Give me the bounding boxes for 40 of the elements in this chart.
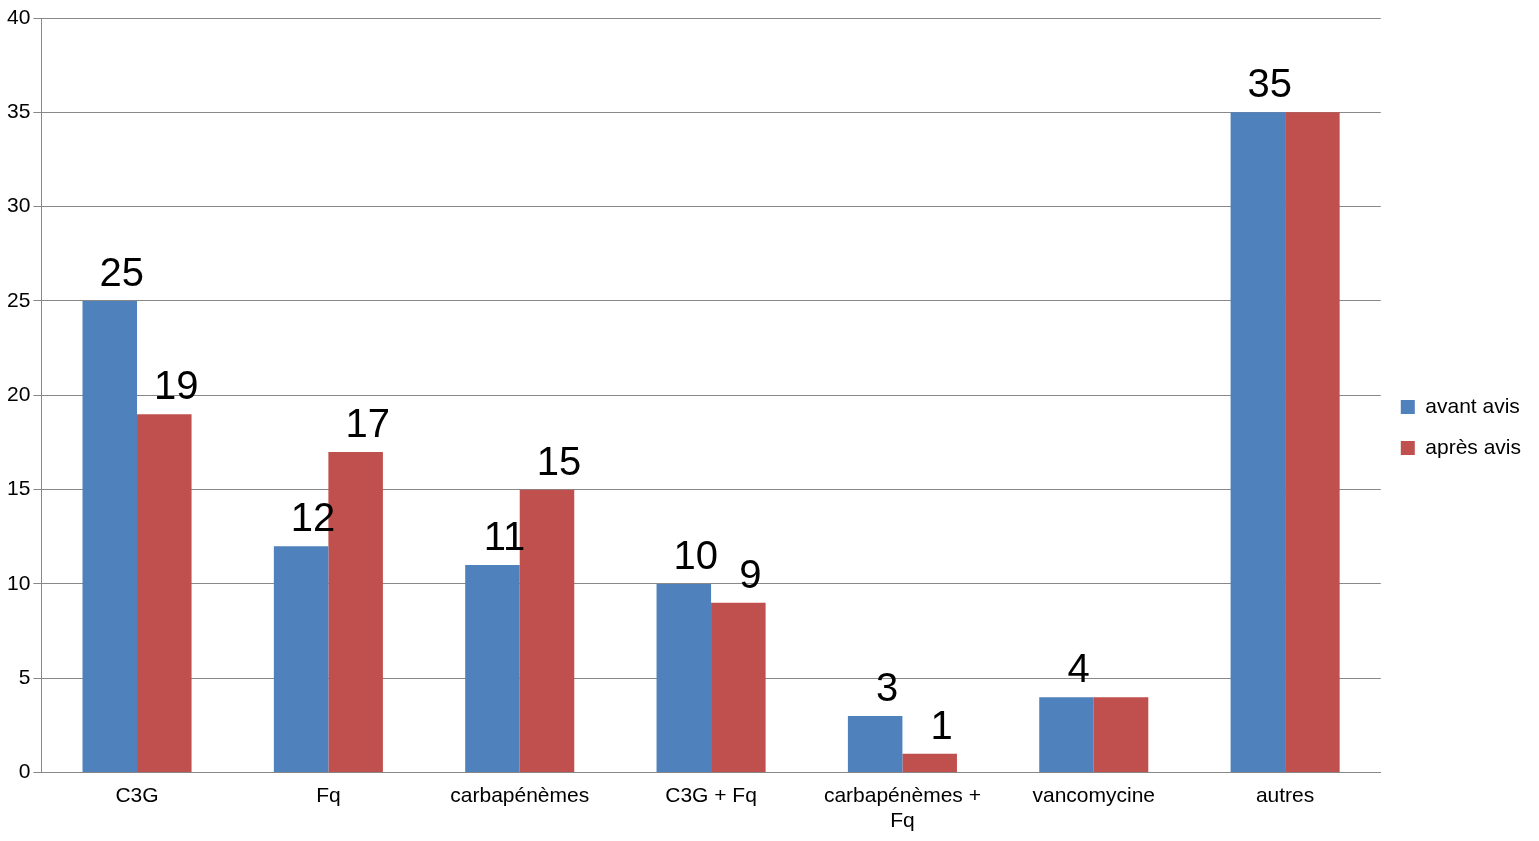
data-label: 19 (154, 363, 199, 408)
x-tick-label: carbapénèmes + Fq (823, 783, 981, 832)
bar (1039, 697, 1094, 773)
x-tick-label: Fq (316, 783, 341, 806)
bar (137, 414, 192, 773)
y-tick-label: 20 (7, 382, 31, 406)
bar (1285, 112, 1340, 773)
bar (656, 583, 712, 773)
data-label: 35 (1247, 61, 1293, 106)
legend-label: après avis (1425, 434, 1522, 458)
bar (82, 300, 138, 773)
legend-label: avant avis (1425, 393, 1520, 417)
data-label: 15 (536, 438, 582, 483)
bar (273, 546, 329, 773)
x-tick-label: autres (1255, 783, 1315, 806)
data-label: 9 (739, 551, 762, 596)
y-tick-label: 10 (7, 570, 31, 594)
x-tick-label: C3G + Fq (665, 783, 757, 806)
y-tick-label: 30 (7, 193, 31, 217)
y-tick-label: 35 (7, 99, 31, 123)
x-tick-label: vancomycine (1032, 783, 1156, 806)
x-tick-label: carbapénèmes (450, 783, 590, 806)
y-tick-label: 0 (18, 759, 31, 783)
x-tick-label: C3G (115, 783, 159, 806)
bar (465, 565, 520, 773)
bar (1093, 697, 1149, 773)
bar (902, 753, 957, 773)
y-tick-label: 5 (18, 665, 31, 689)
data-label: 10 (673, 532, 719, 577)
data-label: 25 (99, 250, 145, 295)
data-label: 4 (1067, 646, 1090, 691)
bar (847, 716, 903, 773)
y-tick-label: 15 (7, 476, 31, 500)
y-tick-label: 25 (7, 287, 31, 311)
bar (711, 602, 766, 773)
data-label: 17 (345, 400, 390, 445)
data-label: 3 (876, 665, 899, 710)
y-tick-label: 40 (7, 4, 31, 28)
bar (1230, 112, 1286, 773)
data-label: 1 (930, 702, 953, 747)
